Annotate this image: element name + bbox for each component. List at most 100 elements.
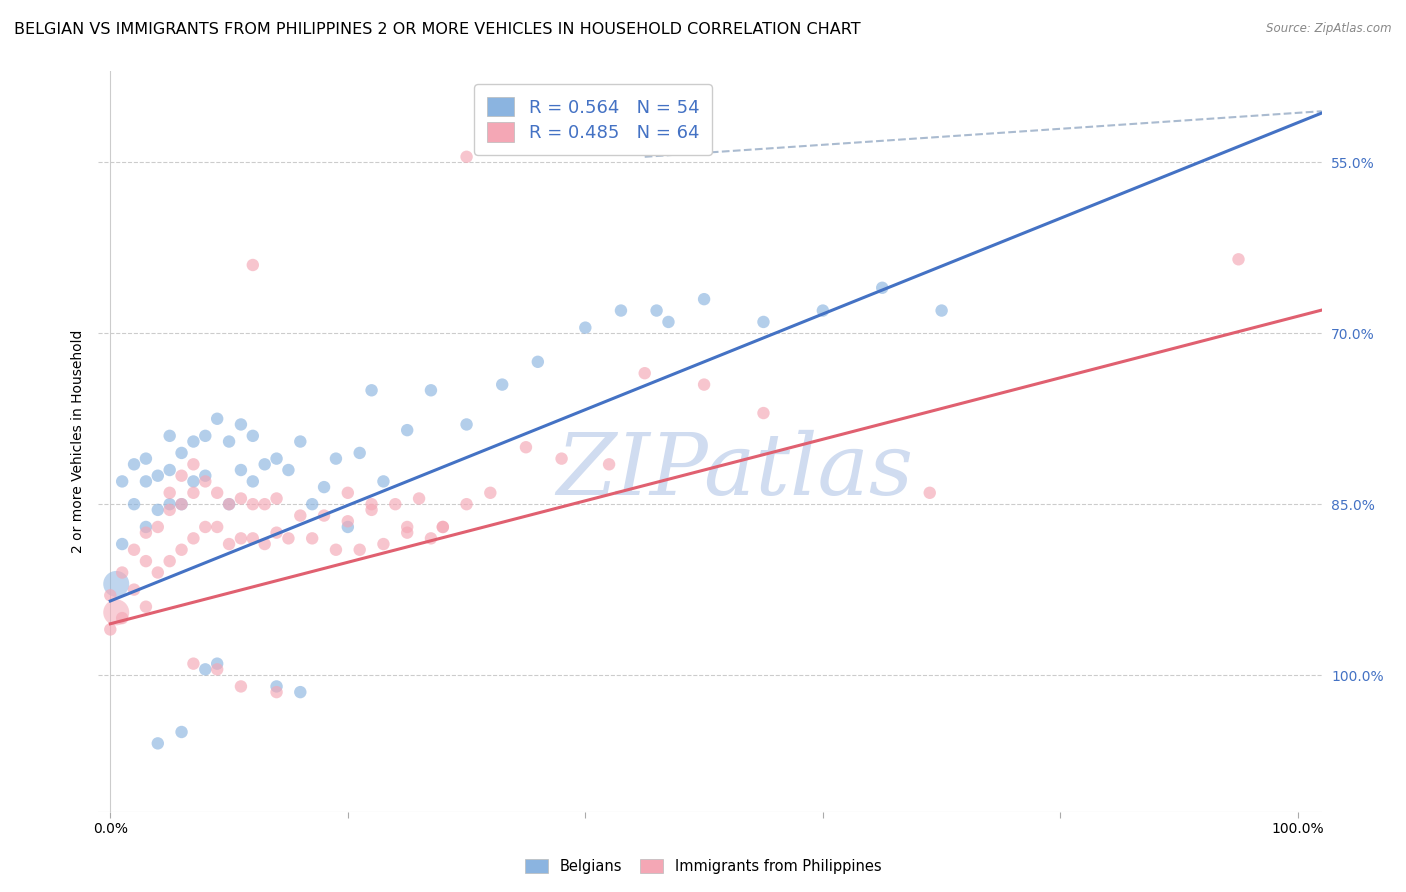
Text: Source: ZipAtlas.com: Source: ZipAtlas.com — [1267, 22, 1392, 36]
Point — [373, 475, 395, 489]
Point — [111, 537, 134, 551]
Point — [290, 434, 312, 449]
Point — [312, 508, 335, 523]
Point — [111, 566, 134, 580]
Point — [146, 736, 169, 750]
Point — [456, 417, 478, 432]
Point — [170, 446, 193, 460]
Point — [396, 520, 419, 534]
Point — [242, 429, 264, 443]
Point — [218, 497, 240, 511]
Point — [610, 303, 633, 318]
Point — [301, 497, 323, 511]
Point — [170, 542, 193, 557]
Point — [194, 468, 217, 483]
Point — [432, 520, 454, 534]
Point — [752, 315, 775, 329]
Point — [229, 532, 252, 546]
Point — [218, 537, 240, 551]
Point — [205, 520, 228, 534]
Point — [870, 281, 893, 295]
Point — [229, 417, 252, 432]
Point — [456, 150, 478, 164]
Point — [396, 423, 419, 437]
Point — [194, 475, 217, 489]
Y-axis label: 2 or more Vehicles in Household: 2 or more Vehicles in Household — [72, 330, 86, 553]
Point — [218, 497, 240, 511]
Point — [693, 292, 716, 306]
Point — [645, 303, 668, 318]
Point — [170, 497, 193, 511]
Point — [111, 475, 134, 489]
Point — [122, 497, 145, 511]
Point — [277, 463, 299, 477]
Point — [122, 582, 145, 597]
Point — [301, 532, 323, 546]
Point — [550, 451, 572, 466]
Point — [183, 485, 205, 500]
Point — [122, 458, 145, 472]
Point — [290, 685, 312, 699]
Point — [159, 463, 181, 477]
Point — [266, 491, 288, 506]
Point — [98, 623, 121, 637]
Point — [159, 554, 181, 568]
Legend: Belgians, Immigrants from Philippines: Belgians, Immigrants from Philippines — [519, 854, 887, 880]
Point — [360, 384, 382, 398]
Point — [752, 406, 775, 420]
Point — [290, 508, 312, 523]
Point — [194, 520, 217, 534]
Point — [373, 537, 395, 551]
Point — [170, 725, 193, 739]
Point — [135, 525, 157, 540]
Point — [420, 384, 443, 398]
Point — [349, 446, 371, 460]
Point — [146, 503, 169, 517]
Point — [205, 485, 228, 500]
Point — [135, 554, 157, 568]
Point — [634, 366, 657, 380]
Point — [135, 520, 157, 534]
Point — [598, 458, 620, 472]
Point — [242, 258, 264, 272]
Point — [336, 485, 359, 500]
Point — [420, 532, 443, 546]
Point — [349, 542, 371, 557]
Point — [456, 497, 478, 511]
Point — [159, 497, 181, 511]
Point — [146, 468, 169, 483]
Point — [336, 514, 359, 528]
Point — [266, 525, 288, 540]
Point — [693, 377, 716, 392]
Point — [105, 577, 128, 591]
Point — [183, 657, 205, 671]
Point — [811, 303, 834, 318]
Point — [229, 680, 252, 694]
Point — [360, 503, 382, 517]
Point — [657, 315, 679, 329]
Point — [408, 491, 430, 506]
Point — [122, 542, 145, 557]
Legend: R = 0.564   N = 54, R = 0.485   N = 64: R = 0.564 N = 54, R = 0.485 N = 64 — [474, 84, 711, 154]
Point — [242, 532, 264, 546]
Point — [253, 537, 276, 551]
Point — [253, 458, 276, 472]
Point — [170, 497, 193, 511]
Point — [159, 503, 181, 517]
Point — [515, 440, 537, 454]
Point — [325, 451, 347, 466]
Point — [229, 491, 252, 506]
Point — [266, 451, 288, 466]
Point — [266, 685, 288, 699]
Point — [242, 475, 264, 489]
Point — [159, 429, 181, 443]
Point — [205, 411, 228, 425]
Point — [183, 475, 205, 489]
Point — [527, 355, 550, 369]
Point — [312, 480, 335, 494]
Point — [183, 532, 205, 546]
Point — [218, 434, 240, 449]
Point — [360, 497, 382, 511]
Point — [479, 485, 502, 500]
Point — [205, 657, 228, 671]
